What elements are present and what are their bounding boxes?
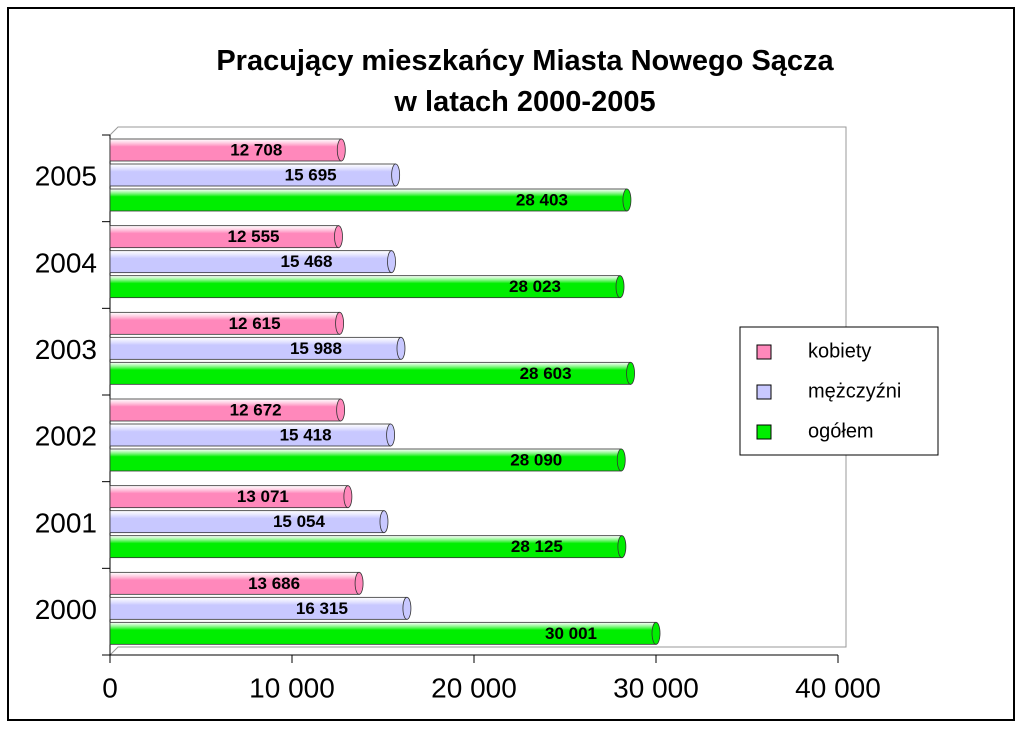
data-label: 13 071 — [237, 487, 289, 506]
data-label: 15 418 — [280, 425, 332, 444]
legend-label: ogółem — [808, 420, 874, 442]
y-tick-label: 2002 — [35, 421, 97, 452]
data-label: 15 695 — [285, 165, 337, 184]
bar — [109, 423, 392, 447]
bar-cap — [626, 361, 635, 385]
legend-box — [739, 326, 939, 456]
legend-swatch — [756, 384, 772, 400]
bar-cap — [402, 596, 412, 620]
data-label: 28 603 — [520, 364, 572, 383]
y-tick-label: 2001 — [35, 507, 97, 538]
bar-cap — [379, 510, 389, 534]
legend-label: mężczyźni — [808, 380, 901, 402]
y-tick-label: 2005 — [35, 161, 97, 192]
bar-cap — [396, 336, 406, 360]
bar-cap — [335, 311, 344, 335]
data-label: 13 686 — [248, 574, 300, 593]
bar — [109, 485, 349, 509]
y-tick-label: 2000 — [35, 594, 97, 625]
bar-cap — [343, 485, 353, 509]
bar — [109, 311, 340, 335]
data-label: 28 125 — [511, 537, 563, 556]
data-label: 30 001 — [545, 624, 597, 643]
title-line: Pracujący mieszkańcy Miasta Nowego Sącza — [216, 45, 834, 77]
bar-cap — [622, 188, 632, 212]
bar-cap — [354, 571, 364, 595]
bar — [109, 336, 402, 360]
bar-cap — [391, 163, 401, 187]
title-line: w latach 2000-2005 — [393, 86, 655, 118]
bar-cap — [616, 448, 626, 472]
bar-cap — [334, 225, 343, 249]
x-tick-label: 20 000 — [431, 672, 517, 703]
bar-cap — [336, 138, 346, 162]
bar — [109, 138, 342, 162]
data-label: 12 555 — [228, 227, 280, 246]
bar — [109, 596, 408, 620]
data-label: 12 672 — [230, 400, 282, 419]
x-tick-label: 30 000 — [613, 672, 699, 703]
legend-swatch — [756, 344, 772, 360]
data-label: 16 315 — [296, 599, 348, 618]
bar — [109, 571, 360, 595]
y-tick-label: 2004 — [35, 247, 97, 278]
data-label: 12 615 — [229, 314, 281, 333]
data-label: 12 708 — [230, 140, 282, 159]
data-label: 28 090 — [510, 450, 562, 469]
bar — [109, 163, 397, 187]
legend-swatch — [756, 424, 772, 440]
bar — [109, 510, 385, 534]
legend-label: kobiety — [808, 340, 871, 362]
bar-cap — [615, 275, 625, 299]
data-label: 15 468 — [281, 252, 333, 271]
x-tick-label: 10 000 — [249, 672, 335, 703]
chart-title: Pracujący mieszkańcy Miasta Nowego Sącza… — [216, 45, 834, 118]
data-label: 15 054 — [273, 512, 326, 531]
x-tick-label: 0 — [102, 672, 118, 703]
bar-cap — [387, 250, 396, 274]
bar-cap — [651, 621, 661, 645]
bar-cap — [617, 535, 627, 559]
data-label: 28 403 — [516, 190, 568, 209]
x-tick-label: 40 000 — [795, 672, 881, 703]
bar — [109, 250, 392, 274]
y-tick-label: 2003 — [35, 334, 97, 365]
bar-cap — [386, 423, 396, 447]
bar — [109, 225, 339, 249]
data-label: 15 988 — [290, 339, 342, 358]
bar-cap — [336, 398, 346, 422]
data-label: 28 023 — [509, 277, 561, 296]
bar — [109, 398, 342, 422]
